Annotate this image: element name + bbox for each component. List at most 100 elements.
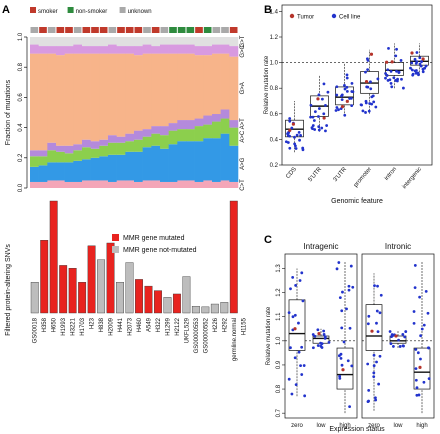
bar-segment	[82, 180, 91, 188]
bar-segment	[125, 37, 135, 47]
tumor-point	[291, 122, 296, 126]
smoking-status-marker	[82, 27, 91, 33]
bar-segment	[186, 53, 195, 121]
plot-frame	[281, 4, 433, 166]
bar-segment	[116, 37, 126, 47]
y-tick-label: 0.6	[18, 93, 24, 102]
bar-segment	[186, 129, 195, 142]
bar-segment	[30, 156, 39, 167]
cell-line-point	[373, 284, 376, 288]
bar-segment	[212, 53, 221, 115]
tumor-point	[369, 52, 374, 56]
cell-line-point	[369, 87, 373, 91]
cell-line-point	[298, 279, 302, 282]
category-label: H1703	[80, 317, 86, 335]
snv-bar	[144, 285, 153, 314]
bar-segment	[134, 37, 143, 47]
bar-segment	[38, 156, 48, 166]
cell-line-point	[418, 295, 422, 299]
cell-line-point	[322, 82, 326, 86]
bar-segment	[229, 181, 239, 188]
cell-line-point	[284, 140, 288, 144]
bar-segment	[30, 37, 39, 45]
snv-bar	[116, 282, 124, 314]
bar-segment	[73, 150, 83, 161]
bar-segment	[116, 46, 126, 54]
bar-segment	[134, 139, 143, 152]
bar-segment	[108, 142, 117, 155]
cell-line-point	[348, 326, 352, 330]
bar-segment	[134, 181, 143, 188]
cell-line-point	[367, 109, 371, 113]
bar-segment	[99, 139, 109, 146]
bar-segment	[73, 160, 83, 182]
smoking-status-marker	[143, 27, 151, 33]
legend-label: Cell line	[339, 15, 361, 21]
cell-line-point	[388, 78, 392, 82]
cell-line-point	[297, 321, 300, 325]
category-label: A549	[146, 317, 152, 332]
tumor-point	[370, 329, 374, 333]
y-tick-label: 0.8	[18, 62, 24, 71]
cell-line-point	[370, 102, 374, 106]
smoking-status-marker	[117, 27, 125, 33]
bar-segment	[203, 138, 213, 181]
cell-line-point	[325, 124, 329, 127]
cell-line-point	[366, 400, 370, 404]
bar-segment	[108, 181, 117, 188]
category-label: GS00000552	[203, 317, 209, 353]
snv-bar	[163, 297, 172, 314]
cell-line-point	[309, 115, 313, 119]
cell-line-point	[349, 264, 353, 268]
bar-segment	[229, 46, 239, 57]
bar-segment	[108, 135, 117, 143]
bar-segment	[73, 53, 83, 145]
bar-segment	[177, 141, 187, 181]
cell-line-point	[377, 382, 381, 386]
cell-line-point	[399, 59, 403, 62]
bar-segment	[134, 151, 143, 182]
category-label: 5'UTR	[308, 166, 324, 183]
cell-line-point	[414, 367, 418, 371]
cell-line-point	[389, 69, 393, 73]
bar-segment	[151, 46, 161, 54]
bar-segment	[82, 37, 91, 47]
bar-segment	[220, 37, 230, 45]
cell-line-point	[372, 375, 376, 379]
bar-segment	[142, 147, 152, 181]
cell-line-point	[350, 364, 354, 368]
y-tick-label: 1.0	[18, 32, 24, 41]
smoking-status-marker	[125, 27, 134, 33]
cell-line-point	[345, 85, 349, 89]
bar-segment	[99, 180, 109, 188]
bar-segment	[220, 53, 230, 110]
category-label: promoter	[353, 166, 373, 188]
bar-segment	[82, 139, 91, 148]
cell-line-point	[317, 115, 320, 118]
y-axis-label: Filtered protein-altering SNVs	[5, 244, 12, 336]
tumor-point	[322, 116, 326, 120]
category-label: intergenic	[402, 166, 423, 190]
cell-line-point	[418, 62, 422, 66]
bar-segment	[56, 162, 65, 181]
bar-segment	[186, 44, 195, 54]
cell-line-point	[348, 405, 351, 409]
smoking-status-marker	[169, 27, 177, 33]
cell-line-point	[294, 147, 298, 150]
cell-line-point	[376, 284, 379, 288]
cell-line-point	[391, 345, 395, 348]
bar-segment	[47, 150, 57, 163]
bar-segment	[142, 53, 152, 130]
cell-line-point	[419, 64, 423, 68]
cell-line-point	[400, 77, 403, 81]
bar-segment	[151, 133, 161, 146]
category-label: CDS	[285, 166, 298, 180]
cell-line-point	[287, 311, 291, 315]
cell-line-point	[301, 146, 305, 150]
bar-segment	[177, 129, 187, 142]
cell-line-point	[299, 133, 302, 137]
bar-segment	[73, 144, 83, 151]
cell-line-point	[338, 376, 342, 380]
category-label: H838	[99, 317, 105, 332]
bar-segment	[212, 114, 221, 122]
